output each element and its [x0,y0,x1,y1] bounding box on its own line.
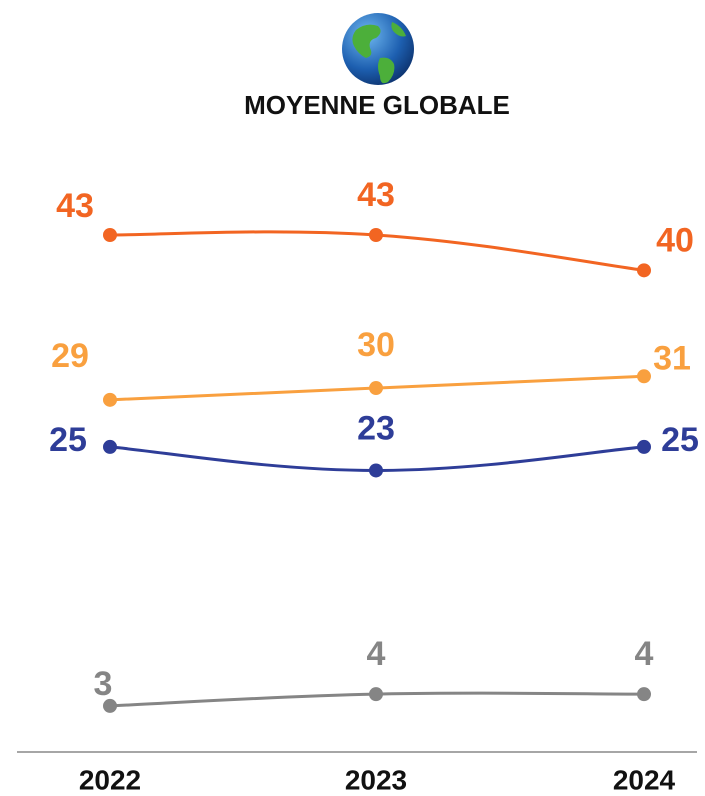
chart-title: MOYENNE GLOBALE [244,90,510,120]
data-point [637,263,651,278]
data-point [369,381,383,396]
data-point [637,439,651,454]
data-point [369,228,383,243]
data-label: 3 [94,665,113,703]
x-tick-label: 2023 [345,764,407,795]
globe-icon [342,13,414,85]
data-label: 25 [49,421,87,459]
data-label: 43 [357,176,395,214]
data-label: 23 [357,409,395,447]
data-label: 40 [656,221,694,259]
data-point [637,687,651,702]
x-tick-label: 2024 [613,764,676,795]
x-tick-label: 2022 [79,764,141,795]
data-point [103,439,117,454]
data-point [103,392,117,407]
data-label: 43 [56,187,94,225]
data-label: 29 [51,337,89,375]
data-label: 31 [653,339,691,377]
data-point [369,463,383,478]
data-label: 30 [357,326,395,364]
data-point [369,687,383,702]
data-point [103,228,117,243]
data-label: 25 [661,421,699,459]
data-label: 4 [367,635,386,673]
data-point [637,369,651,384]
data-label: 4 [635,635,654,673]
data-point [103,698,117,713]
